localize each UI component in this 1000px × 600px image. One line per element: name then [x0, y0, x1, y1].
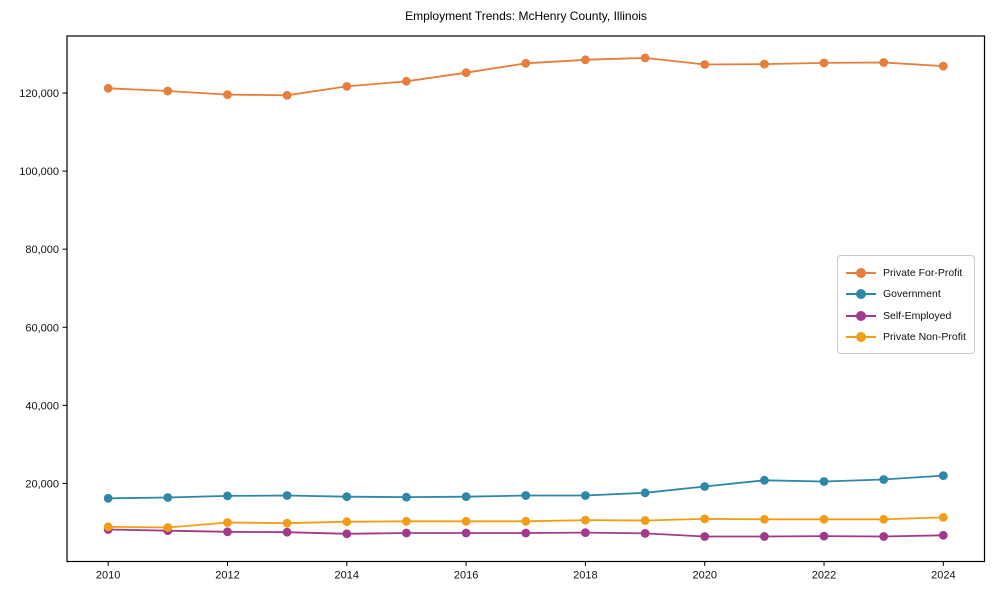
data-point-marker — [521, 58, 531, 68]
data-point-marker — [521, 528, 531, 538]
x-tick-label: 2012 — [215, 570, 239, 582]
data-point-marker — [402, 76, 411, 86]
y-tick-label: 80,000 — [25, 244, 59, 256]
data-point-marker — [700, 514, 710, 524]
data-point-marker — [163, 523, 173, 532]
legend-label: Self-Employed — [883, 309, 952, 322]
plot-frame — [66, 35, 986, 563]
data-point-marker — [402, 528, 411, 538]
data-point-marker — [342, 82, 352, 91]
data-point-marker — [879, 532, 889, 541]
data-point-marker — [760, 59, 769, 69]
data-point-marker — [581, 528, 590, 537]
legend-item: Government — [846, 284, 966, 306]
data-point-marker — [402, 516, 411, 526]
series-self-employed — [103, 525, 948, 541]
x-tick-label: 2014 — [335, 570, 359, 582]
y-tick-label: 60,000 — [25, 322, 59, 334]
legend-line-marker-icon — [846, 332, 876, 343]
legend-line-marker-icon — [846, 289, 876, 300]
data-point-marker — [163, 86, 173, 96]
data-point-marker — [819, 531, 829, 541]
data-point-marker — [282, 491, 292, 500]
legend-label: Private For-Profit — [883, 266, 963, 279]
data-point-marker — [879, 514, 889, 524]
data-point-marker — [760, 475, 769, 485]
legend: Private For-Profit Government Self-Employe… — [837, 255, 975, 354]
data-point-marker — [938, 61, 948, 71]
data-point-marker — [223, 527, 232, 537]
y-tick-label: 100,000 — [19, 166, 59, 178]
legend-label: Government — [883, 288, 941, 301]
y-tick-label: 120,000 — [19, 88, 59, 100]
data-point-marker — [700, 532, 710, 541]
series-government — [103, 471, 948, 503]
data-point-marker — [640, 529, 650, 538]
data-point-marker — [461, 68, 471, 78]
chart-title: Employment Trends: McHenry County, Illin… — [405, 9, 647, 23]
data-point-marker — [223, 90, 232, 99]
y-tick-label: 20,000 — [25, 478, 59, 490]
data-point-marker — [640, 488, 650, 498]
series-private-non-profit — [103, 513, 948, 532]
data-point-marker — [760, 514, 769, 524]
data-point-marker — [700, 482, 710, 491]
data-point-marker — [282, 90, 292, 100]
legend-item: Private For-Profit — [846, 262, 966, 284]
data-point-marker — [461, 492, 471, 502]
x-tick-label: 2020 — [692, 570, 716, 582]
data-point-marker — [103, 522, 113, 532]
data-point-marker — [402, 492, 411, 502]
data-point-marker — [819, 477, 829, 486]
data-point-marker — [342, 517, 352, 527]
x-tick-label: 2024 — [931, 570, 955, 582]
data-point-marker — [223, 491, 232, 501]
x-tick-label: 2018 — [573, 570, 597, 582]
y-tick-label: 40,000 — [25, 400, 59, 412]
legend-line-marker-icon — [846, 267, 876, 278]
data-point-marker — [581, 515, 590, 525]
data-point-marker — [581, 55, 590, 65]
data-point-marker — [819, 58, 829, 68]
data-point-marker — [521, 516, 531, 526]
data-point-marker — [223, 518, 232, 527]
data-point-marker — [521, 491, 531, 500]
data-point-marker — [938, 530, 948, 540]
y-axis: 20,000 40,000 60,000 80,000 100,000 120,000 — [19, 88, 67, 490]
data-point-marker — [103, 493, 113, 503]
legend-label: Private Non-Profit — [883, 331, 966, 344]
data-point-marker — [342, 529, 352, 539]
x-tick-label: 2010 — [96, 570, 120, 582]
data-point-marker — [461, 528, 471, 538]
data-point-marker — [938, 513, 948, 522]
data-point-marker — [282, 527, 292, 537]
x-tick-label: 2016 — [454, 570, 478, 582]
legend-line-marker-icon — [846, 310, 876, 321]
data-point-marker — [938, 471, 948, 480]
data-point-marker — [282, 518, 292, 528]
series-private-for-profit — [103, 53, 948, 100]
data-point-marker — [581, 491, 590, 500]
data-point-marker — [760, 532, 769, 541]
data-point-marker — [342, 492, 352, 502]
data-point-marker — [879, 58, 889, 67]
legend-item: Self-Employed — [846, 305, 966, 327]
data-point-marker — [163, 493, 173, 502]
legend-item: Private Non-Profit — [846, 327, 966, 349]
x-axis: 2010 2012 2014 2016 2018 2020 2022 2024 — [96, 561, 956, 582]
data-point-marker — [879, 475, 889, 484]
x-tick-label: 2022 — [812, 570, 836, 582]
data-point-marker — [700, 60, 710, 69]
data-point-marker — [461, 516, 471, 526]
data-point-marker — [103, 83, 113, 93]
data-point-marker — [819, 514, 829, 524]
data-point-marker — [640, 53, 650, 63]
data-point-marker — [640, 516, 650, 525]
